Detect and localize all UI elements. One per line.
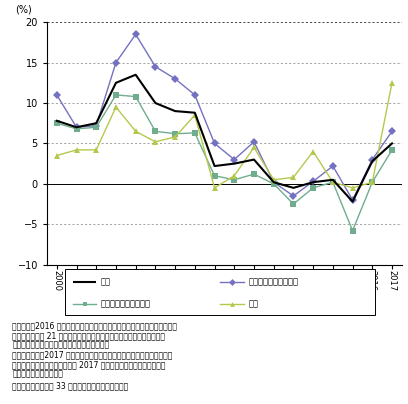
Text: 資料：中国鉄鬼上場 33 社「年度報告書」より作成。: 資料：中国鉄鬼上場 33 社「年度報告書」より作成。 (12, 381, 129, 390)
Text: 有企業は 21 社。民営企業は７社。各グループにおける営業利益: 有企業は 21 社。民営企業は７社。各グループにおける営業利益 (12, 331, 165, 340)
Text: ２．なお、2017 年は会計基準の変更により、営業利益額に政府補助: ２．なお、2017 年は会計基準の変更により、営業利益額に政府補助 (12, 350, 173, 359)
Text: 民営: 民営 (248, 299, 258, 308)
Text: 額も含まれる。このため 2017 年は政府補助額を引いた値を営: 額も含まれる。このため 2017 年は政府補助額を引いた値を営 (12, 360, 166, 369)
Text: 備考：１．2016 年末時点で中央政府所管国有企業は５社。地方政府所管国: 備考：１．2016 年末時点で中央政府所管国有企業は５社。地方政府所管国 (12, 321, 177, 330)
Text: 国有（地方政府所管）: 国有（地方政府所管） (101, 299, 151, 308)
Text: 額の総和を総資産額の総和で除した値。: 額の総和を総資産額の総和で除した値。 (12, 341, 109, 349)
FancyBboxPatch shape (65, 269, 375, 315)
Text: 全体: 全体 (101, 277, 111, 286)
Text: 国有（中央政府所管）: 国有（中央政府所管） (248, 277, 298, 286)
Text: (%): (%) (15, 5, 32, 15)
Text: 業利益額とした。: 業利益額とした。 (12, 370, 63, 379)
